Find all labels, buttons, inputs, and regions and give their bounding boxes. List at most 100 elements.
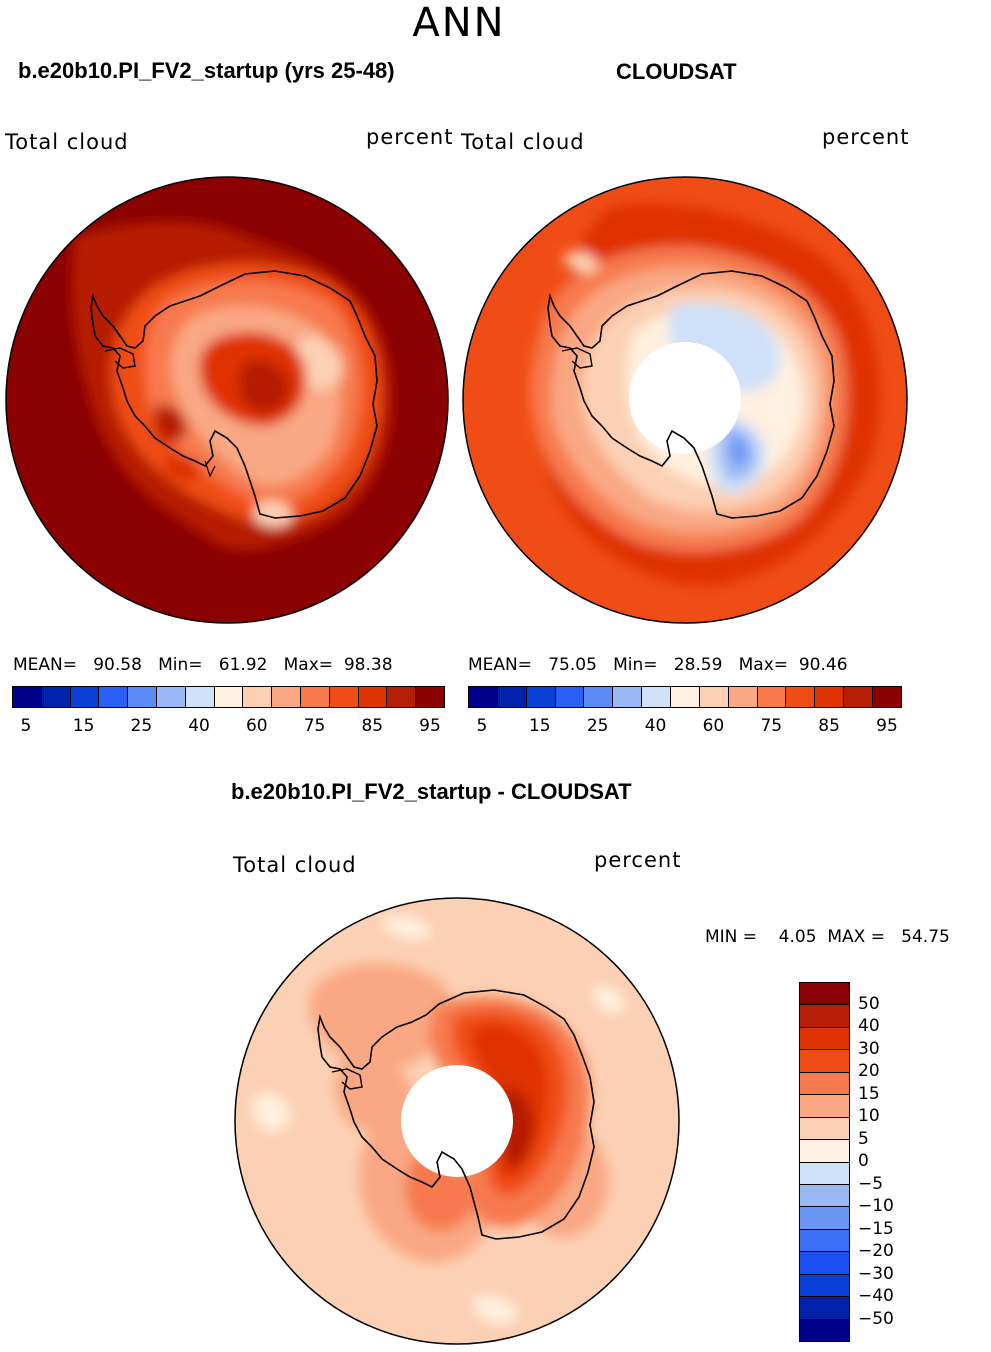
diff-min-label: MIN = xyxy=(705,927,758,947)
diff-colorbar-swatch xyxy=(800,1116,849,1140)
colorbar-swatch xyxy=(814,687,844,707)
obs-max-value: 90.46 xyxy=(798,655,848,675)
colorbar-tick-label: 15 xyxy=(72,716,95,736)
colorbar-swatch xyxy=(415,687,444,707)
colorbar-tick-label: 5 xyxy=(476,716,488,736)
diff-max-value: 54.75 xyxy=(901,927,950,947)
obs-variable-label: Total cloud xyxy=(461,130,585,154)
colorbar-tick-label: 60 xyxy=(702,716,725,736)
diff-colorbar-swatch xyxy=(800,1273,849,1297)
diff-colorbar-swatch xyxy=(800,1183,849,1207)
colorbar-swatch xyxy=(98,687,128,707)
obs-min-value: 28.59 xyxy=(673,655,723,675)
colorbar-swatch xyxy=(242,687,272,707)
colorbar-swatch xyxy=(843,687,873,707)
diff-colorbar-tick-label: −20 xyxy=(858,1241,894,1261)
diff-colorbar-tick-label: −50 xyxy=(858,1308,894,1329)
colorbar-swatch xyxy=(727,687,757,707)
model-polar-map xyxy=(5,176,449,624)
diff-colorbar-swatch xyxy=(800,1071,849,1095)
diff-panel-title: b.e20b10.PI_FV2_startup - CLOUDSAT xyxy=(231,779,632,804)
colorbar-swatch xyxy=(756,687,786,707)
colorbar-tick-label: 85 xyxy=(361,716,384,736)
diff-variable-label: Total cloud xyxy=(233,853,357,877)
model-max-label: Max= xyxy=(283,655,334,675)
colorbar-tick-label: 25 xyxy=(130,716,153,736)
colorbar-swatch xyxy=(271,687,300,707)
colorbar-swatch xyxy=(641,687,671,707)
model-mean-label: MEAN= xyxy=(13,655,77,675)
colorbar-swatch xyxy=(357,687,387,707)
colorbar-tick-label: 95 xyxy=(419,716,441,736)
diff-colorbar-swatch xyxy=(800,1139,849,1162)
colorbar-swatch xyxy=(328,687,358,707)
model-colorbar xyxy=(12,686,445,708)
obs-panel-title: CLOUDSAT xyxy=(616,59,737,84)
colorbar-swatch xyxy=(496,687,526,707)
colorbar-swatch xyxy=(13,687,41,707)
diff-colorbar-swatch xyxy=(800,983,849,1005)
colorbar-swatch xyxy=(127,687,156,707)
obs-stats: MEAN= 75.05 Min= 28.59 Max= 90.46 xyxy=(468,655,848,675)
diff-colorbar-swatch xyxy=(800,1206,849,1229)
colorbar-tick-label: 5 xyxy=(20,716,32,736)
obs-colorbar-ticks: 5 15 25 40 60 75 85 95 xyxy=(468,716,902,738)
diff-stats: MIN = 4.05 MAX = 54.75 xyxy=(705,927,950,947)
colorbar-swatch xyxy=(525,687,555,707)
diff-colorbar-swatch xyxy=(800,1296,849,1319)
colorbar-swatch xyxy=(785,687,815,707)
obs-colorbar xyxy=(468,686,902,708)
colorbar-tick-label: 60 xyxy=(245,716,268,736)
model-colorbar-ticks: 5 15 25 40 60 75 85 95 xyxy=(12,716,445,738)
colorbar-swatch xyxy=(670,687,699,707)
diff-colorbar xyxy=(799,982,850,1342)
model-min-value: 61.92 xyxy=(218,655,268,675)
colorbar-tick-label: 95 xyxy=(876,716,898,736)
model-mean-value: 90.58 xyxy=(93,655,142,675)
diff-colorbar-tick-label: −10 xyxy=(858,1196,894,1216)
colorbar-swatch xyxy=(299,687,329,707)
diff-colorbar-tick-label: 0 xyxy=(858,1151,869,1171)
obs-units-label: percent xyxy=(822,125,910,149)
colorbar-tick-label: 75 xyxy=(760,716,783,736)
diff-units-label: percent xyxy=(594,848,682,872)
obs-polar-map xyxy=(462,176,908,624)
diff-colorbar-tick-label: 5 xyxy=(858,1128,869,1149)
colorbar-swatch xyxy=(69,687,99,707)
diff-colorbar-tick-label: 50 xyxy=(858,993,880,1014)
colorbar-swatch xyxy=(583,687,613,707)
diff-colorbar-swatch xyxy=(800,1094,849,1117)
diff-colorbar-tick-label: 15 xyxy=(858,1083,880,1104)
model-stats: MEAN= 90.58 Min= 61.92 Max= 98.38 xyxy=(13,655,393,675)
diff-colorbar-ticks: 50 40 30 20 15 10 5 0 −5 −10 −15 −20 −30 −40 −50 xyxy=(858,982,918,1342)
model-variable-label: Total cloud xyxy=(5,130,129,154)
diff-colorbar-tick-label: −40 xyxy=(858,1286,894,1306)
colorbar-swatch xyxy=(40,687,70,707)
diff-colorbar-swatch xyxy=(800,1228,849,1252)
colorbar-tick-label: 40 xyxy=(644,716,667,736)
season-title: ANN xyxy=(412,0,506,46)
diff-max-label: MAX = xyxy=(827,927,885,947)
obs-mean-label: MEAN= xyxy=(468,655,532,675)
diff-colorbar-swatch xyxy=(800,1004,849,1027)
diff-colorbar-tick-label: 10 xyxy=(858,1106,880,1126)
model-panel-title: b.e20b10.PI_FV2_startup (yrs 25-48) xyxy=(18,58,395,83)
diff-polar-map xyxy=(234,897,680,1345)
colorbar-swatch xyxy=(386,687,416,707)
diff-colorbar-swatch xyxy=(800,1026,849,1050)
colorbar-tick-label: 25 xyxy=(586,716,609,736)
colorbar-tick-label: 40 xyxy=(188,716,210,736)
diff-colorbar-tick-label: −15 xyxy=(858,1218,894,1239)
colorbar-tick-label: 15 xyxy=(528,716,551,736)
diff-colorbar-swatch xyxy=(800,1049,849,1072)
model-max-value: 98.38 xyxy=(343,655,393,675)
colorbar-swatch xyxy=(872,687,901,707)
colorbar-swatch xyxy=(612,687,642,707)
obs-mean-value: 75.05 xyxy=(548,655,597,675)
diff-colorbar-swatch xyxy=(800,1318,849,1341)
diff-colorbar-tick-label: −30 xyxy=(858,1263,894,1284)
model-min-label: Min= xyxy=(158,655,203,675)
colorbar-swatch xyxy=(213,687,243,707)
diff-colorbar-tick-label: 20 xyxy=(858,1061,880,1081)
colorbar-tick-label: 85 xyxy=(818,716,840,736)
